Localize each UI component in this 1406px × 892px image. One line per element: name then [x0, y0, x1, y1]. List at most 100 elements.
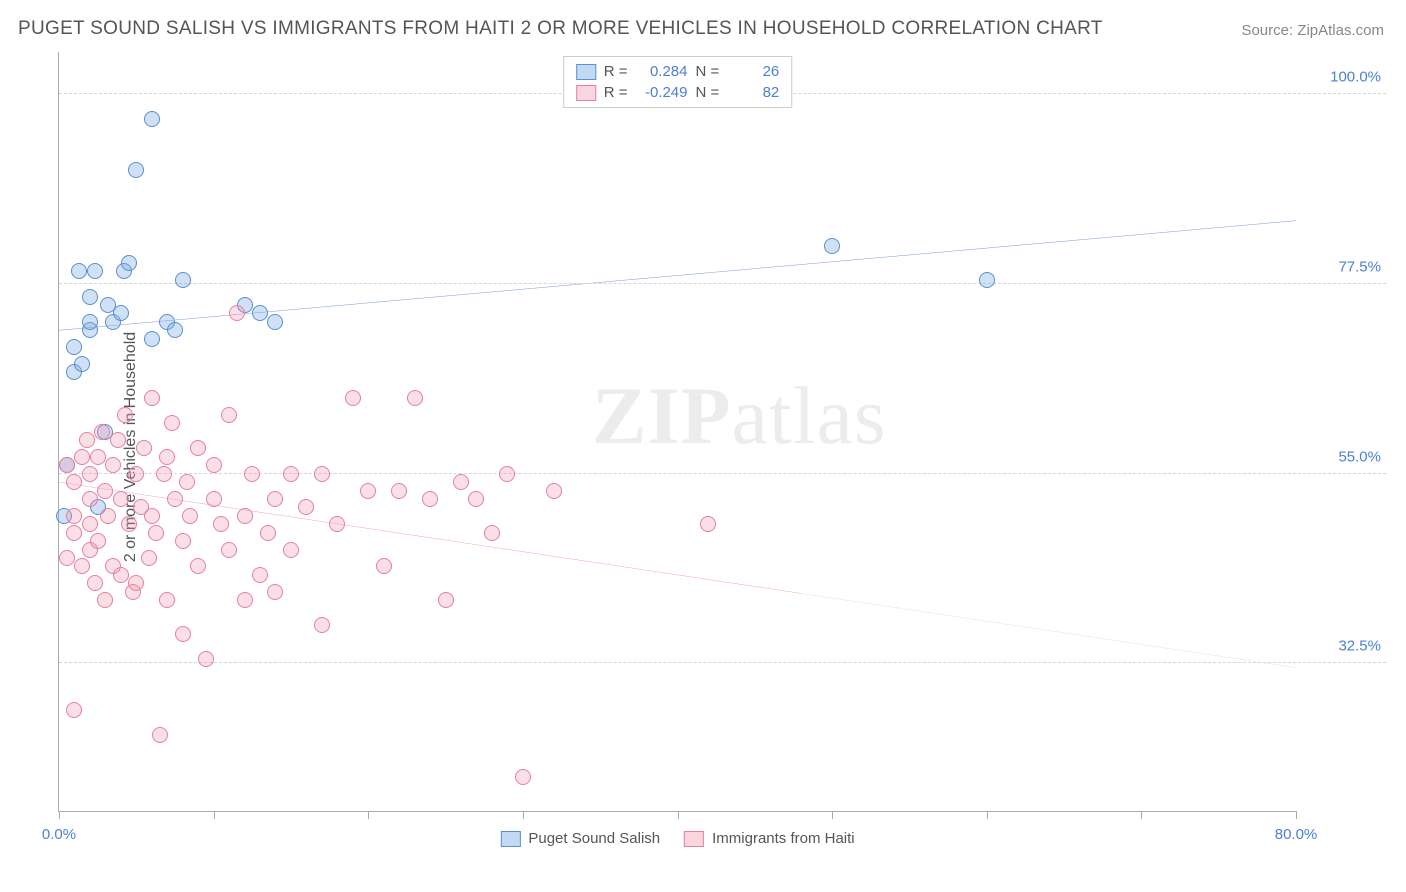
- data-point-haiti: [74, 558, 90, 574]
- legend-item-haiti: Immigrants from Haiti: [684, 830, 855, 847]
- source-label: Source: ZipAtlas.com: [1241, 22, 1384, 39]
- chart-title: PUGET SOUND SALISH VS IMMIGRANTS FROM HA…: [18, 18, 1103, 40]
- trend-line-dashed-haiti: [801, 593, 1296, 667]
- data-point-haiti: [407, 390, 423, 406]
- data-point-haiti: [152, 727, 168, 743]
- x-tick: [832, 811, 833, 819]
- data-point-haiti: [190, 440, 206, 456]
- data-point-salish: [74, 356, 90, 372]
- data-point-haiti: [141, 550, 157, 566]
- x-tick-label: 0.0%: [42, 826, 76, 843]
- data-point-haiti: [244, 466, 260, 482]
- x-tick: [59, 811, 60, 819]
- legend-row-haiti: R = -0.249 N = 82: [576, 82, 780, 103]
- data-point-salish: [175, 272, 191, 288]
- data-point-haiti: [237, 508, 253, 524]
- legend-item-salish: Puget Sound Salish: [500, 830, 660, 847]
- swatch-pink: [576, 85, 596, 101]
- plot-area: ZIPatlas R = 0.284 N = 26 R = -0.249 N =…: [58, 52, 1296, 812]
- data-point-salish: [267, 314, 283, 330]
- data-point-salish: [128, 162, 144, 178]
- data-point-haiti: [121, 516, 137, 532]
- data-point-salish: [824, 238, 840, 254]
- data-point-haiti: [453, 474, 469, 490]
- data-point-haiti: [110, 432, 126, 448]
- data-point-haiti: [206, 491, 222, 507]
- swatch-blue: [500, 831, 520, 847]
- x-tick: [1141, 811, 1142, 819]
- data-point-haiti: [252, 567, 268, 583]
- data-point-haiti: [360, 483, 376, 499]
- data-point-haiti: [59, 550, 75, 566]
- data-point-haiti: [144, 508, 160, 524]
- data-point-haiti: [499, 466, 515, 482]
- data-point-haiti: [229, 305, 245, 321]
- data-point-salish: [252, 305, 268, 321]
- data-point-haiti: [175, 626, 191, 642]
- data-point-haiti: [206, 457, 222, 473]
- data-point-haiti: [468, 491, 484, 507]
- data-point-haiti: [94, 424, 110, 440]
- data-point-haiti: [179, 474, 195, 490]
- data-point-haiti: [159, 449, 175, 465]
- data-point-haiti: [82, 491, 98, 507]
- data-point-salish: [66, 339, 82, 355]
- watermark: ZIPatlas: [592, 369, 887, 463]
- data-point-haiti: [66, 702, 82, 718]
- data-point-haiti: [59, 457, 75, 473]
- data-point-haiti: [314, 617, 330, 633]
- data-point-haiti: [260, 525, 276, 541]
- x-tick: [368, 811, 369, 819]
- data-point-haiti: [438, 592, 454, 608]
- data-point-haiti: [156, 466, 172, 482]
- trend-lines: [59, 52, 1296, 811]
- data-point-haiti: [82, 516, 98, 532]
- data-point-haiti: [148, 525, 164, 541]
- series-legend: Puget Sound Salish Immigrants from Haiti: [500, 830, 854, 847]
- data-point-haiti: [182, 508, 198, 524]
- x-tick: [987, 811, 988, 819]
- gridline-h: [59, 662, 1386, 663]
- data-point-haiti: [376, 558, 392, 574]
- data-point-haiti: [90, 449, 106, 465]
- data-point-salish: [87, 263, 103, 279]
- data-point-haiti: [221, 542, 237, 558]
- data-point-haiti: [128, 466, 144, 482]
- data-point-haiti: [66, 474, 82, 490]
- data-point-salish: [82, 314, 98, 330]
- data-point-haiti: [221, 407, 237, 423]
- data-point-salish: [144, 111, 160, 127]
- data-point-haiti: [314, 466, 330, 482]
- data-point-salish: [144, 331, 160, 347]
- x-tick: [523, 811, 524, 819]
- data-point-haiti: [90, 533, 106, 549]
- data-point-haiti: [298, 499, 314, 515]
- x-tick: [1296, 811, 1297, 819]
- data-point-haiti: [117, 407, 133, 423]
- data-point-salish: [167, 322, 183, 338]
- data-point-salish: [979, 272, 995, 288]
- data-point-haiti: [267, 584, 283, 600]
- data-point-haiti: [87, 575, 103, 591]
- data-point-haiti: [175, 533, 191, 549]
- data-point-haiti: [283, 542, 299, 558]
- y-tick-label: 77.5%: [1338, 258, 1381, 275]
- data-point-haiti: [100, 508, 116, 524]
- x-tick: [214, 811, 215, 819]
- chart-container: 2 or more Vehicles in Household ZIPatlas…: [48, 52, 1386, 842]
- data-point-haiti: [136, 440, 152, 456]
- data-point-salish: [71, 263, 87, 279]
- data-point-haiti: [66, 525, 82, 541]
- data-point-haiti: [105, 457, 121, 473]
- data-point-haiti: [237, 592, 253, 608]
- legend-row-salish: R = 0.284 N = 26: [576, 61, 780, 82]
- data-point-haiti: [484, 525, 500, 541]
- data-point-haiti: [198, 651, 214, 667]
- data-point-haiti: [700, 516, 716, 532]
- swatch-pink: [684, 831, 704, 847]
- gridline-h: [59, 283, 1386, 284]
- data-point-haiti: [167, 491, 183, 507]
- data-point-haiti: [164, 415, 180, 431]
- data-point-haiti: [97, 483, 113, 499]
- data-point-haiti: [159, 592, 175, 608]
